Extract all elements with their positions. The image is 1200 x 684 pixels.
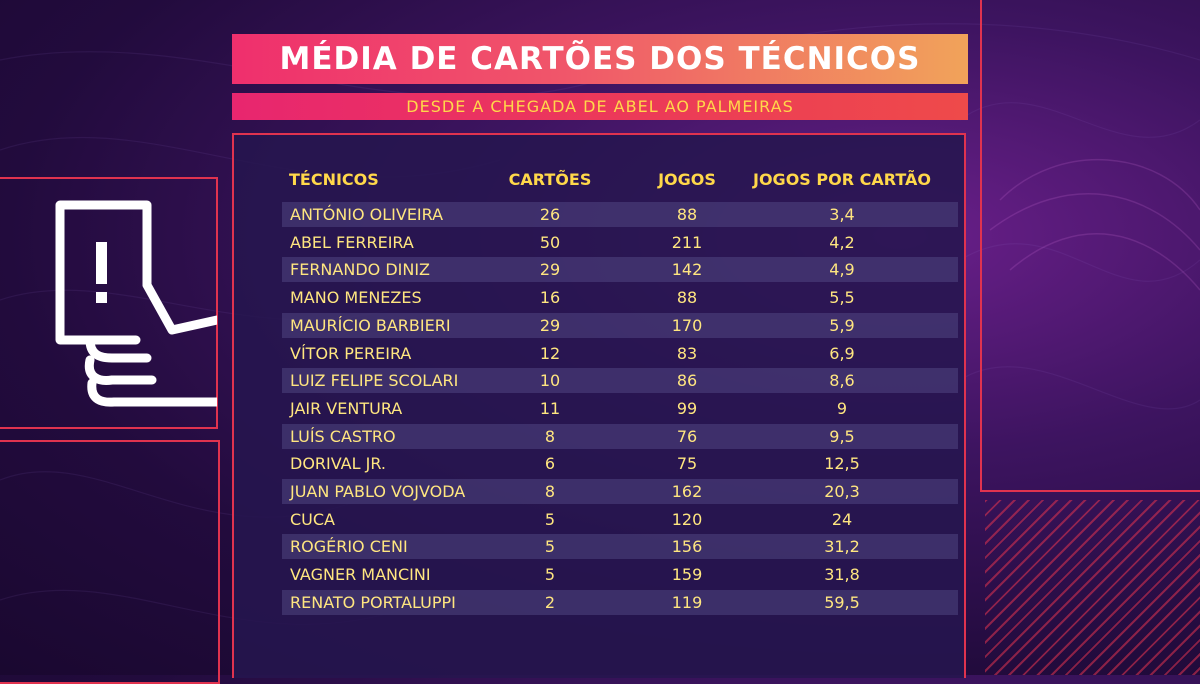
- cell-cartoes: 5: [544, 565, 556, 585]
- table-row: VÍTOR PEREIRA 12 83 6,9: [282, 341, 958, 366]
- table-header: TÉCNICOS CARTÕES JOGOS JOGOS POR CARTÃO: [289, 169, 939, 191]
- frame-left-upper: [0, 177, 218, 429]
- table-row: DORIVAL JR. 6 75 12,5: [282, 451, 958, 476]
- cell-jogos: 170: [671, 315, 703, 335]
- table-row: MAURÍCIO BARBIERI 29 170 5,9: [282, 312, 958, 338]
- cell-cartoes: 5: [544, 537, 556, 557]
- cell-jogos: 142: [671, 260, 703, 280]
- cell-jogos-por-cartao: 9: [836, 398, 848, 418]
- cell-jogos-por-cartao: 24: [831, 509, 853, 529]
- table-row: LUÍS CASTRO 8 76 9,5: [282, 423, 958, 449]
- cell-jogos: 162: [671, 482, 703, 501]
- header-tecnicos: TÉCNICOS: [289, 170, 379, 189]
- table-row: ANTÓNIO OLIVEIRA 26 88 3,4: [282, 202, 958, 227]
- cell-cartoes: 11: [539, 398, 561, 418]
- cell-cartoes: 8: [544, 426, 556, 446]
- page-title: MÉDIA DE CARTÕES DOS TÉCNICOS: [279, 41, 921, 77]
- cell-cartoes: 12: [539, 343, 561, 363]
- cell-jogos: 120: [671, 509, 703, 529]
- table-row: JAIR VENTURA 11 99 9: [282, 396, 958, 421]
- cell-cartoes: 50: [539, 232, 561, 252]
- hand-holding-card-icon: [55, 200, 217, 407]
- page-subtitle: DESDE A CHEGADA DE ABEL AO PALMEIRAS: [406, 97, 794, 116]
- cell-jogos: 99: [676, 398, 698, 418]
- hatch-decoration: [985, 500, 1200, 675]
- table-row: MANO MENEZES 16 88 5,5: [282, 285, 958, 310]
- cell-jogos-por-cartao: 20,3: [824, 482, 860, 501]
- cell-jogos-por-cartao: 12,5: [824, 454, 860, 474]
- title-banner: MÉDIA DE CARTÕES DOS TÉCNICOS: [232, 34, 968, 84]
- cell-jogos: 75: [676, 454, 698, 474]
- cell-tecnico: FERNANDO DINIZ: [290, 260, 430, 280]
- cell-tecnico: LUÍS CASTRO: [290, 426, 396, 446]
- cell-tecnico: JAIR VENTURA: [290, 398, 403, 418]
- cell-jogos-por-cartao: 59,5: [824, 592, 860, 612]
- table-row: ABEL FERREIRA 50 211 4,2: [282, 230, 958, 255]
- table-row: FERNANDO DINIZ 29 142 4,9: [282, 257, 958, 283]
- table-panel: TÉCNICOS CARTÕES JOGOS JOGOS POR CARTÃO …: [232, 133, 966, 678]
- cell-jogos: 119: [671, 592, 703, 612]
- table-row: RENATO PORTALUPPI 2 119 59,5: [282, 589, 958, 615]
- cell-tecnico: MAURÍCIO BARBIERI: [290, 315, 451, 335]
- cell-jogos: 88: [676, 205, 698, 224]
- cell-tecnico: VÍTOR PEREIRA: [290, 343, 412, 363]
- frame-right: [980, 0, 1200, 492]
- cell-cartoes: 26: [539, 205, 561, 224]
- cell-jogos: 88: [676, 288, 698, 308]
- cell-jogos-por-cartao: 31,8: [824, 565, 860, 585]
- cell-jogos: 211: [671, 232, 703, 252]
- header-jogos-por-cartao: JOGOS POR CARTÃO: [753, 170, 931, 189]
- cell-jogos-por-cartao: 4,2: [829, 232, 855, 252]
- cell-cartoes: 16: [539, 288, 561, 308]
- cell-tecnico: RENATO PORTALUPPI: [290, 592, 456, 612]
- header-cartoes: CARTÕES: [508, 170, 592, 189]
- header-jogos: JOGOS: [658, 170, 716, 189]
- cell-jogos-por-cartao: 3,4: [829, 205, 855, 224]
- table-row: LUIZ FELIPE SCOLARI 10 86 8,6: [282, 368, 958, 394]
- cell-jogos-por-cartao: 31,2: [824, 537, 860, 557]
- cell-cartoes: 6: [544, 454, 556, 474]
- cell-tecnico: JUAN PABLO VOJVODA: [290, 482, 466, 501]
- cell-jogos: 83: [676, 343, 698, 363]
- cell-jogos-por-cartao: 5,5: [829, 288, 855, 308]
- cell-jogos-por-cartao: 6,9: [829, 343, 855, 363]
- cell-cartoes: 10: [539, 371, 561, 391]
- cell-jogos-por-cartao: 4,9: [829, 260, 855, 280]
- table-row: CUCA 5 120 24: [282, 507, 958, 532]
- table-row: JUAN PABLO VOJVODA 8 162 20,3: [282, 479, 958, 504]
- cell-cartoes: 2: [544, 592, 556, 612]
- cell-jogos-por-cartao: 8,6: [829, 371, 855, 391]
- cell-cartoes: 8: [544, 482, 556, 501]
- cell-tecnico: LUIZ FELIPE SCOLARI: [290, 371, 459, 391]
- cell-tecnico: DORIVAL JR.: [290, 454, 386, 474]
- cell-tecnico: CUCA: [290, 509, 335, 529]
- cell-jogos: 76: [676, 426, 698, 446]
- cell-jogos: 156: [671, 537, 703, 557]
- cell-tecnico: MANO MENEZES: [290, 288, 422, 308]
- cell-jogos: 159: [671, 565, 703, 585]
- cell-tecnico: ABEL FERREIRA: [290, 232, 414, 252]
- cell-jogos-por-cartao: 5,9: [829, 315, 855, 335]
- cell-tecnico: VAGNER MANCINI: [290, 565, 431, 585]
- subtitle-banner: DESDE A CHEGADA DE ABEL AO PALMEIRAS: [232, 93, 968, 120]
- table-row: ROGÉRIO CENI 5 156 31,2: [282, 534, 958, 560]
- frame-left-lower: [0, 440, 220, 684]
- cell-tecnico: ANTÓNIO OLIVEIRA: [290, 205, 444, 224]
- cell-cartoes: 29: [539, 315, 561, 335]
- cell-jogos-por-cartao: 9,5: [829, 426, 855, 446]
- cell-tecnico: ROGÉRIO CENI: [290, 537, 408, 557]
- cell-cartoes: 5: [544, 509, 556, 529]
- cell-jogos: 86: [676, 371, 698, 391]
- cell-cartoes: 29: [539, 260, 561, 280]
- table-row: VAGNER MANCINI 5 159 31,8: [282, 562, 958, 587]
